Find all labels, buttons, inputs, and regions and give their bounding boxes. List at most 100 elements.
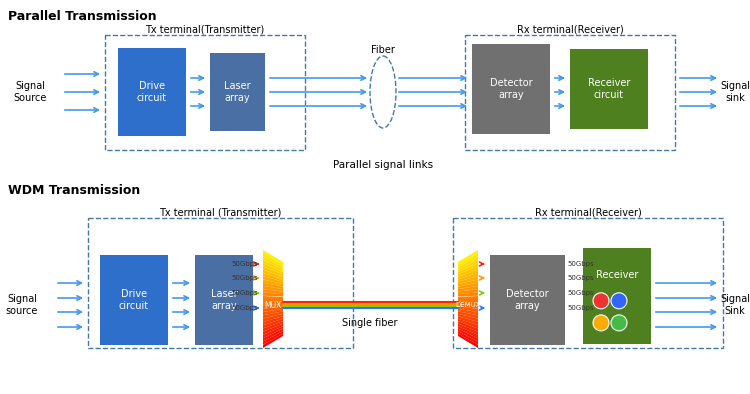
Polygon shape — [263, 279, 283, 287]
Polygon shape — [458, 316, 478, 325]
Text: Signal
sink: Signal sink — [720, 81, 750, 103]
Text: Laser
array: Laser array — [224, 81, 251, 103]
Polygon shape — [458, 279, 478, 287]
Polygon shape — [263, 334, 283, 348]
Polygon shape — [263, 289, 283, 294]
Polygon shape — [263, 266, 283, 277]
Polygon shape — [263, 276, 283, 284]
Bar — [472, 44, 550, 134]
Polygon shape — [458, 269, 478, 279]
Text: Drive
circuit: Drive circuit — [119, 289, 149, 311]
Polygon shape — [458, 273, 478, 282]
Text: 50Gbps: 50Gbps — [567, 290, 594, 296]
Polygon shape — [458, 323, 478, 335]
Polygon shape — [458, 319, 478, 329]
Polygon shape — [263, 326, 283, 338]
Text: Receiver: Receiver — [596, 270, 638, 280]
Polygon shape — [458, 304, 478, 309]
Bar — [453, 218, 723, 348]
Polygon shape — [263, 311, 283, 319]
Polygon shape — [263, 309, 283, 315]
Text: Single fiber: Single fiber — [342, 318, 398, 328]
Polygon shape — [458, 311, 478, 319]
Text: Fiber: Fiber — [371, 45, 395, 55]
Circle shape — [611, 315, 627, 331]
Polygon shape — [458, 282, 478, 289]
Polygon shape — [263, 321, 283, 332]
Text: 50Gbps: 50Gbps — [231, 261, 258, 267]
Bar — [100, 255, 168, 345]
Polygon shape — [458, 250, 478, 264]
Polygon shape — [263, 256, 283, 269]
Text: Laser
array: Laser array — [211, 289, 237, 311]
Text: Rx terminal(Receiver): Rx terminal(Receiver) — [535, 207, 641, 217]
Text: Detector
array: Detector array — [490, 78, 532, 100]
Polygon shape — [458, 329, 478, 342]
Polygon shape — [458, 292, 478, 297]
Polygon shape — [458, 276, 478, 284]
Polygon shape — [263, 273, 283, 282]
Text: Signal
Source: Signal Source — [13, 81, 46, 103]
Text: Parallel signal links: Parallel signal links — [333, 160, 433, 170]
Text: WDM Transmission: WDM Transmission — [8, 184, 140, 197]
Polygon shape — [458, 263, 478, 274]
Polygon shape — [263, 299, 283, 302]
Text: Parallel Transmission: Parallel Transmission — [8, 10, 157, 23]
Polygon shape — [263, 307, 283, 312]
Polygon shape — [263, 253, 283, 267]
Text: 50Gbps: 50Gbps — [567, 305, 594, 311]
Text: Signal
Sink: Signal Sink — [720, 294, 750, 316]
Text: 50Gbps: 50Gbps — [567, 261, 594, 267]
Polygon shape — [263, 250, 283, 264]
Polygon shape — [263, 292, 283, 297]
Polygon shape — [458, 296, 478, 299]
Polygon shape — [458, 326, 478, 338]
Polygon shape — [458, 314, 478, 322]
Polygon shape — [458, 260, 478, 272]
Text: Detector
array: Detector array — [506, 289, 549, 311]
Polygon shape — [458, 331, 478, 345]
Bar — [210, 53, 265, 131]
Polygon shape — [458, 256, 478, 269]
Polygon shape — [263, 331, 283, 345]
Bar — [195, 255, 253, 345]
Bar — [490, 255, 565, 345]
Text: Rx terminal(Receiver): Rx terminal(Receiver) — [517, 24, 623, 34]
Polygon shape — [263, 329, 283, 342]
Bar — [583, 248, 651, 344]
Bar — [105, 35, 305, 150]
Polygon shape — [263, 286, 283, 292]
Bar — [118, 48, 186, 136]
Polygon shape — [458, 301, 478, 305]
Polygon shape — [458, 334, 478, 348]
Polygon shape — [263, 314, 283, 322]
Bar — [570, 49, 648, 129]
Polygon shape — [458, 253, 478, 267]
Polygon shape — [458, 307, 478, 312]
Circle shape — [593, 293, 609, 309]
Polygon shape — [263, 260, 283, 272]
Polygon shape — [263, 304, 283, 309]
Text: DEMUX: DEMUX — [455, 302, 481, 308]
Circle shape — [593, 315, 609, 331]
Bar — [88, 218, 353, 348]
Text: Signal
source: Signal source — [6, 294, 38, 316]
Polygon shape — [458, 321, 478, 332]
Text: Drive
circuit: Drive circuit — [137, 81, 167, 103]
Polygon shape — [263, 323, 283, 335]
Polygon shape — [458, 299, 478, 302]
Polygon shape — [458, 309, 478, 315]
Text: 50Gbps: 50Gbps — [231, 305, 258, 311]
Text: 50Gbps: 50Gbps — [567, 275, 594, 281]
Polygon shape — [263, 319, 283, 329]
Polygon shape — [263, 282, 283, 289]
Polygon shape — [263, 301, 283, 305]
Polygon shape — [458, 289, 478, 294]
Text: 50Gbps: 50Gbps — [231, 275, 258, 281]
Text: MUX: MUX — [264, 301, 282, 310]
Polygon shape — [263, 296, 283, 299]
Text: Tx terminal(Transmitter): Tx terminal(Transmitter) — [146, 24, 265, 34]
Text: Receiver
circuit: Receiver circuit — [588, 78, 630, 100]
Polygon shape — [263, 263, 283, 274]
Polygon shape — [458, 266, 478, 277]
